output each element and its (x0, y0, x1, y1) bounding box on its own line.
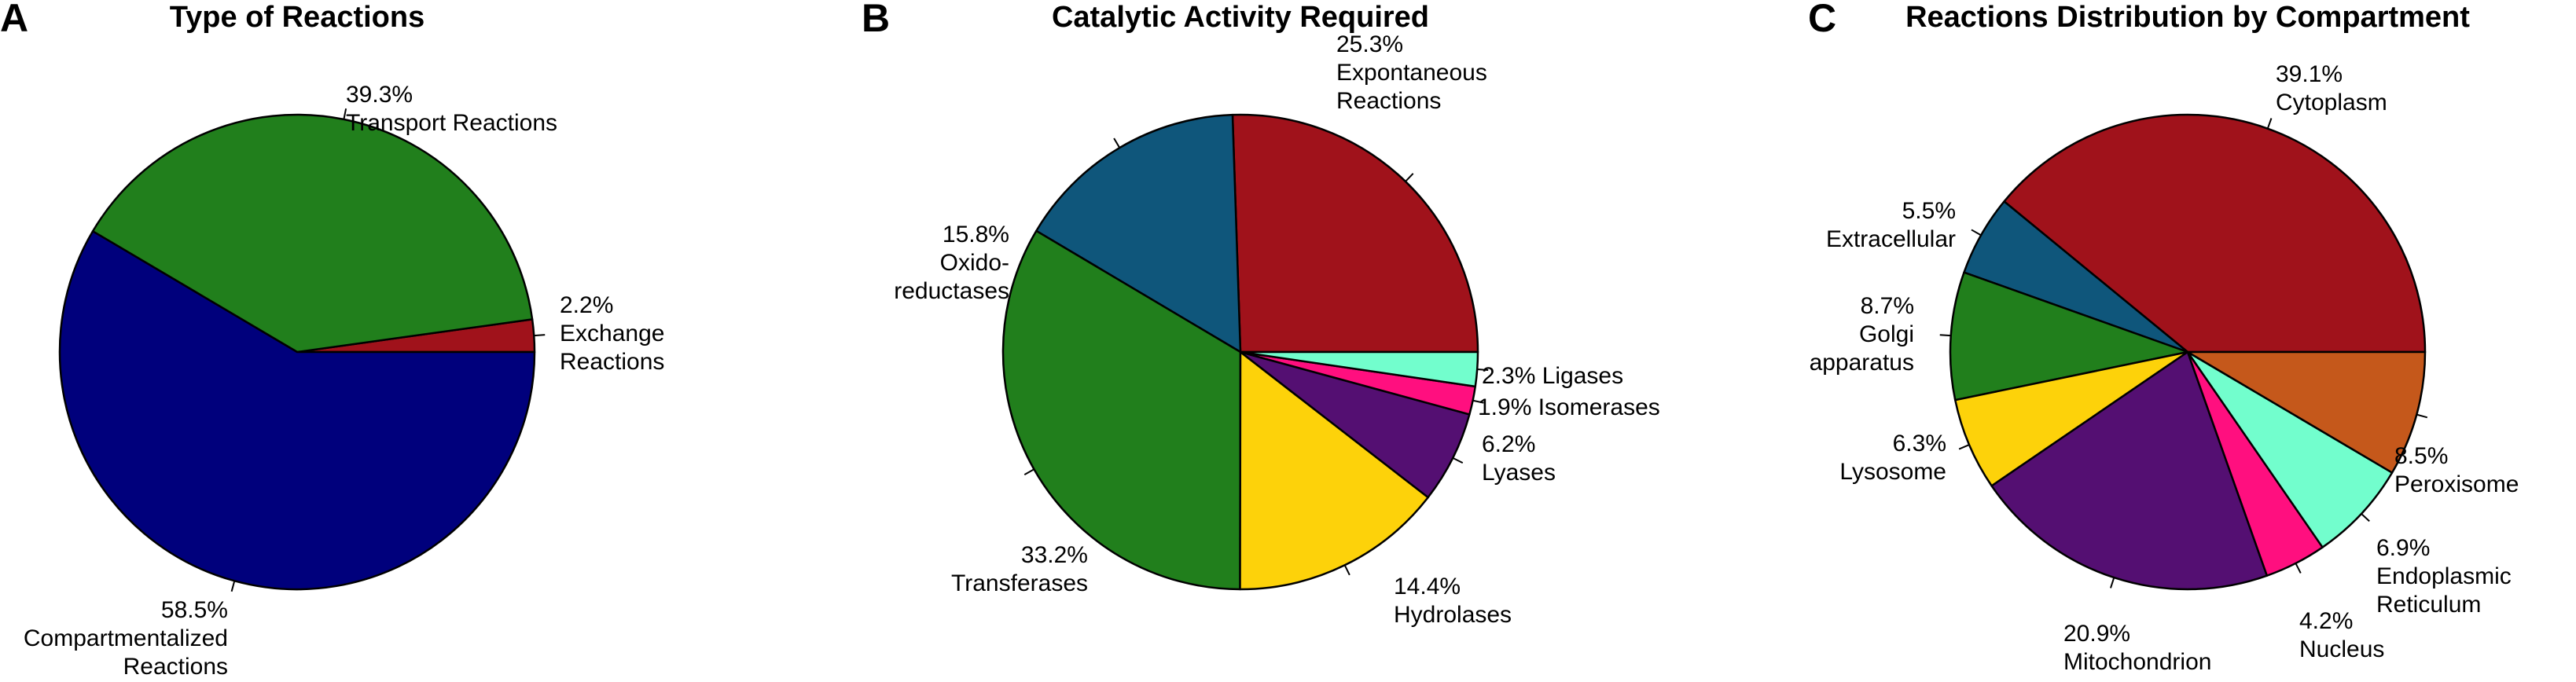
label-tick (343, 108, 347, 120)
slice-percent-label: 33.2% (1021, 542, 1088, 568)
slice-percent-label: 20.9% (2063, 621, 2130, 647)
slice-name-label: Reactions (123, 654, 228, 680)
slice-name-label: reductases (894, 278, 1009, 304)
slice-name-label: Cytoplasm (2276, 90, 2387, 116)
pie-slice (1954, 350, 2189, 487)
slice-name-label: Endoplasmic (2376, 563, 2512, 589)
pie-chart-a: A Type of Reactions 2.2% Exchange Reactions 3… (0, 0, 664, 680)
slice-percent-label: 5.5% (1902, 198, 1956, 224)
slice-percent-label: 6.3% (1893, 431, 1946, 456)
label-tick (230, 581, 236, 592)
pie-chart-c: C Reactions Distribution by Compartment 39… (1808, 0, 2519, 675)
pie-slice (1035, 113, 1242, 354)
slice-percent-label: 25.3% (1336, 31, 1403, 57)
slice-name-label: Mitochondrion (2063, 649, 2211, 675)
slice-label: 2.3% Ligases (1482, 363, 1623, 389)
label-tick (1472, 399, 1484, 404)
slice-label: 1.9% Isomerases (1478, 394, 1660, 420)
pie-slice (1239, 350, 1429, 591)
slice-name-label: Lyases (1482, 460, 1556, 486)
slice-name-label: Nucleus (2299, 636, 2384, 662)
label-tick (1452, 456, 1464, 464)
slice-name-label: Reticulum (2376, 592, 2481, 618)
slice-name-label: Oxido- (940, 250, 1009, 276)
slice-name-label: Transferases (951, 570, 1088, 596)
slice-name-label: Exchange (560, 321, 664, 346)
chart-title-a: Type of Reactions (170, 1, 424, 34)
slice-name-label: Compartmentalized (24, 625, 228, 651)
pie-slice (1239, 350, 1471, 499)
slice-percent-label: 4.2% (2299, 608, 2353, 634)
pie-slice (2003, 113, 2427, 354)
slice-name-label: Reactions (560, 349, 664, 375)
pie-slice (58, 230, 536, 591)
slice-name-label: Hydrolases (1394, 602, 1512, 628)
slice-percent-label: 14.4% (1394, 574, 1461, 600)
slice-percent-label: 15.8% (943, 222, 1009, 248)
label-tick (1971, 229, 1982, 236)
slice-percent-label: 6.9% (2376, 535, 2430, 561)
slice-name-label: Peroxisome (2394, 471, 2519, 497)
slice-percent-label: 8.5% (2394, 443, 2448, 469)
label-tick (1023, 468, 1034, 475)
slice-percent-label: 39.1% (2276, 61, 2343, 87)
panel-letter-a: A (0, 0, 28, 40)
label-tick (1958, 444, 1970, 450)
slice-name-label: Extracellular (1826, 226, 1956, 252)
pie-slice (1239, 350, 1479, 388)
slice-name-label: Reactions (1336, 88, 1441, 114)
label-tick (1477, 368, 1489, 372)
label-tick (2110, 577, 2115, 588)
panel-letter-b: B (862, 0, 890, 40)
label-tick (1939, 334, 1951, 337)
slice-percent-label: 6.2% (1482, 431, 1535, 457)
slice-name-label: Transport Reactions (346, 110, 557, 136)
slice-name-label: Golgi (1859, 321, 1914, 347)
slice-name-label: apparatus (1810, 350, 1914, 376)
label-tick (1113, 138, 1121, 148)
slice-name-label: Lysosome (1839, 459, 1946, 485)
label-tick (1405, 173, 1414, 182)
pie-slice (1231, 113, 1479, 354)
label-tick (534, 334, 546, 337)
slice-percent-label: 8.7% (1861, 293, 1914, 319)
chart-title-c: Reactions Distribution by Compartment (1905, 1, 2470, 34)
label-tick (2416, 413, 2428, 419)
pie-slice (91, 113, 534, 354)
label-tick (1343, 564, 1350, 576)
label-tick (2295, 563, 2302, 574)
panel-letter-c: C (1808, 0, 1836, 40)
slice-percent-label: 2.2% (560, 292, 613, 318)
chart-title-b: Catalytic Activity Required (1052, 1, 1429, 34)
label-tick (2361, 513, 2370, 522)
slice-percent-label: 39.3% (346, 82, 413, 108)
label-tick (2266, 118, 2273, 129)
slice-percent-label: 58.5% (161, 597, 228, 623)
slice-name-label: Expontaneous (1336, 60, 1487, 86)
